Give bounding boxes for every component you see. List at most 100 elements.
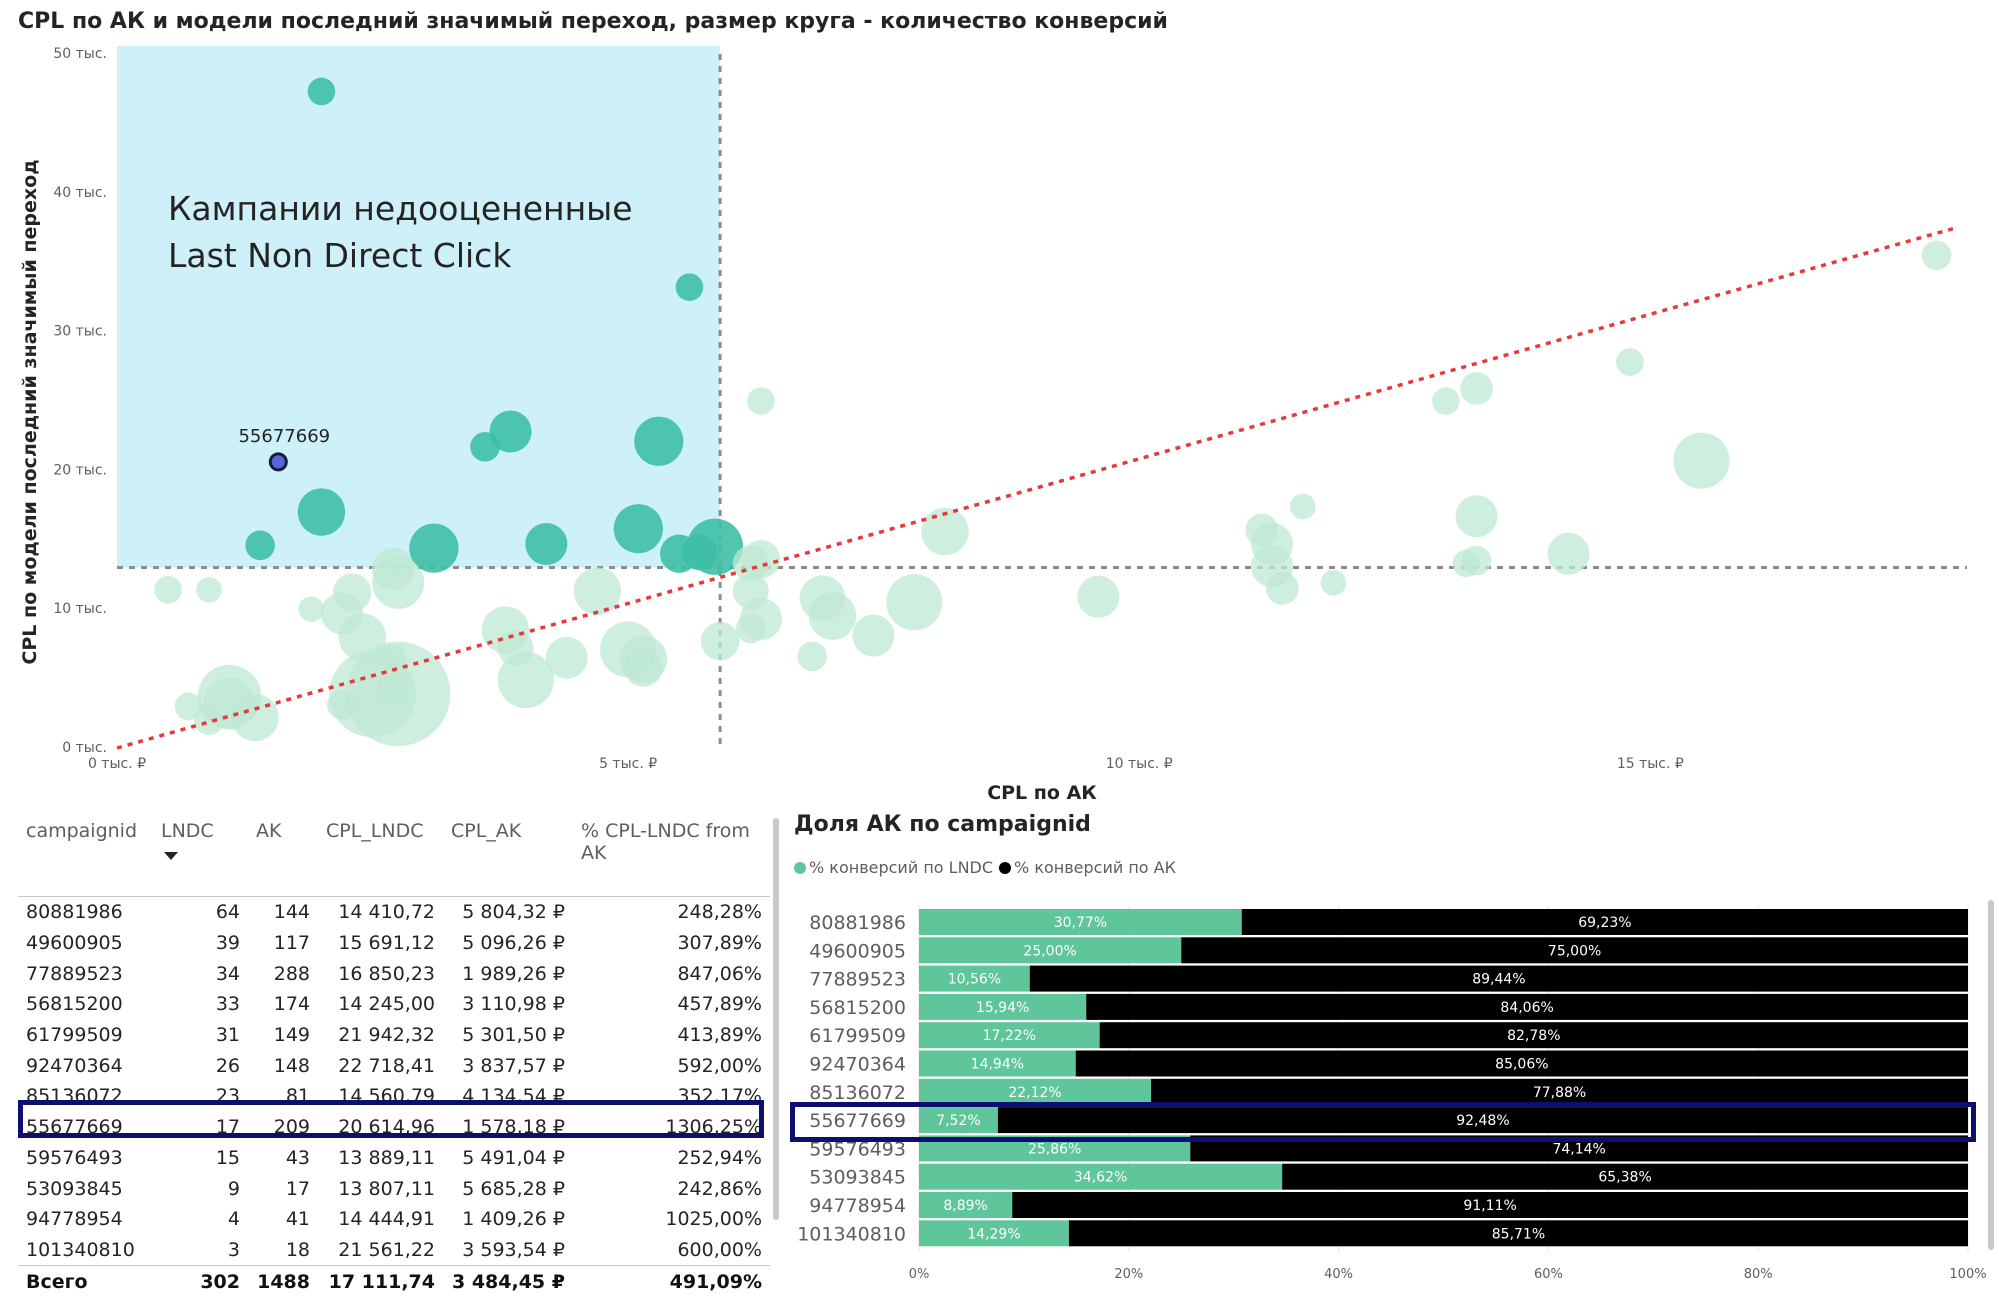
scatter-point[interactable] — [700, 621, 740, 661]
bar-segment-ak[interactable] — [1068, 1220, 1968, 1247]
table-row[interactable]: 56815200 33 174 14 245,00 3 110,98 ₽ 457,89% — [18, 989, 770, 1020]
scatter-point[interactable] — [545, 636, 588, 679]
table-row[interactable]: 49600905 39 117 15 691,12 5 096,26 ₽ 307,89% — [18, 928, 770, 959]
legend-label-ak: % конверсий по АК — [1014, 858, 1176, 877]
scatter-point[interactable] — [797, 641, 827, 672]
bar-segment-ak[interactable] — [1029, 965, 1968, 992]
scatter-point[interactable] — [307, 77, 336, 106]
scatter-point[interactable] — [1460, 372, 1493, 405]
bar-segment-ak[interactable] — [1012, 1192, 1968, 1218]
legend-item-lndc[interactable]: % конверсий по LNDC — [794, 858, 993, 877]
scatter-point[interactable] — [1616, 348, 1644, 376]
scatter-point[interactable] — [886, 574, 943, 631]
scatter-point[interactable] — [196, 576, 222, 603]
bar-segment-lndc[interactable] — [919, 1078, 1152, 1105]
scatter-point[interactable] — [1265, 571, 1299, 605]
undervalued-region — [117, 46, 721, 568]
table-row[interactable]: 61799509 31 149 21 942,32 5 301,50 ₽ 413,89% — [18, 1020, 770, 1051]
bar-segment-lndc[interactable] — [919, 1050, 1076, 1077]
scatter-point[interactable] — [154, 575, 182, 604]
scatter-point[interactable] — [245, 530, 275, 561]
bar-segment-lndc[interactable] — [919, 937, 1182, 964]
scatter-point[interactable] — [1461, 545, 1492, 576]
scatter-point[interactable] — [613, 504, 663, 554]
scatter-point[interactable] — [231, 693, 279, 742]
scatter-point[interactable] — [921, 507, 969, 556]
scatter-point[interactable] — [489, 410, 532, 453]
scatter-point[interactable] — [808, 592, 857, 640]
table-row[interactable]: 92470364 26 148 22 718,41 3 837,57 ₽ 592,00% — [18, 1050, 770, 1081]
bar-segment-ak[interactable] — [997, 1107, 1968, 1134]
scatter-point[interactable] — [1289, 493, 1316, 520]
scatter-point[interactable] — [1077, 575, 1120, 618]
scatter-point[interactable] — [1921, 240, 1952, 271]
scatter-point[interactable] — [735, 613, 766, 644]
scatter-point[interactable] — [741, 540, 781, 579]
table-row[interactable]: 77889523 34 288 16 850,23 1 989,26 ₽ 847,06% — [18, 958, 770, 989]
scatter-point[interactable] — [297, 488, 346, 536]
scatter-point[interactable] — [298, 596, 325, 622]
scatter-point[interactable] — [573, 567, 622, 615]
bar-segment-lndc[interactable] — [919, 1163, 1283, 1190]
scatter-point[interactable] — [747, 387, 775, 415]
bar-segment-ak[interactable] — [1241, 909, 1968, 935]
cell-lndc: 3 — [227, 1238, 240, 1261]
bar-segment-ak[interactable] — [1282, 1163, 1968, 1190]
scatter-point[interactable] — [372, 556, 425, 609]
scatter-point[interactable] — [852, 614, 895, 657]
table-row[interactable]: 55677669 17 209 20 614,96 1 578,18 ₽ 1306,25% — [18, 1112, 770, 1143]
column-header-pct-cpl[interactable]: % CPL-LNDC from AK — [573, 808, 770, 897]
bar-row: 85136072 22,12% 77,88% — [809, 1078, 1968, 1105]
table-row[interactable]: 80881986 64 144 14 410,72 5 804,32 ₽ 248,28% — [18, 897, 770, 928]
scatter-point[interactable] — [634, 416, 684, 466]
column-header-cpl-lndc[interactable]: CPL_LNDC — [318, 808, 443, 897]
cell-cpl-lndc: 14 245,00 — [338, 993, 435, 1016]
bar-segment-ak[interactable] — [1075, 1050, 1968, 1077]
bar-segment-lndc[interactable] — [919, 909, 1242, 935]
column-header-cpl-ak[interactable]: CPL_AK — [443, 808, 573, 897]
scatter-point[interactable] — [1320, 570, 1347, 596]
bar-chart-scrollbar[interactable] — [1988, 900, 1994, 1250]
scatter-point[interactable] — [1432, 387, 1460, 415]
scatter-point[interactable] — [624, 648, 663, 687]
scatter-point[interactable] — [174, 692, 203, 721]
bar-segment-lndc[interactable] — [919, 1022, 1100, 1049]
column-header-campaignid[interactable]: campaignid — [18, 808, 153, 897]
bar-segment-lndc[interactable] — [919, 1192, 1013, 1218]
scatter-point[interactable] — [497, 651, 554, 709]
sort-descending-icon[interactable] — [164, 852, 178, 860]
highlighted-point[interactable] — [268, 452, 288, 472]
bar-segment-ak[interactable] — [1151, 1078, 1968, 1105]
scatter-point[interactable] — [1673, 432, 1730, 489]
column-header-lndc[interactable]: LNDC — [153, 808, 248, 897]
bar-segment-lndc[interactable] — [919, 1220, 1069, 1247]
bar-segment-lndc[interactable] — [919, 1107, 998, 1134]
table-row[interactable]: 101340810 3 18 21 561,22 3 593,54 ₽ 600,00% — [18, 1235, 770, 1266]
table-scrollbar[interactable] — [773, 818, 779, 1220]
cell-pct-cpl: 242,86% — [677, 1177, 762, 1200]
scatter-point[interactable] — [686, 518, 744, 575]
legend-dot-lndc — [794, 861, 806, 874]
table-row[interactable]: 59576493 15 43 13 889,11 5 491,04 ₽ 252,94% — [18, 1143, 770, 1174]
bar-segment-ak[interactable] — [1181, 937, 1968, 964]
bar-segment-ak[interactable] — [1099, 1022, 1968, 1049]
table-row[interactable]: 94778954 4 41 14 444,91 1 409,26 ₽ 1025,00% — [18, 1204, 770, 1235]
scatter-point[interactable] — [409, 523, 459, 573]
scatter-point[interactable] — [194, 705, 224, 736]
scatter-point[interactable] — [525, 522, 568, 565]
column-header-ak[interactable]: AK — [248, 808, 318, 897]
scatter-point[interactable] — [675, 273, 704, 301]
bar-row: 61799509 17,22% 82,78% — [809, 1022, 1968, 1049]
cell-campaignid: 61799509 — [26, 1024, 123, 1047]
bar-segment-ak[interactable] — [1086, 993, 1968, 1020]
scatter-point[interactable] — [1547, 532, 1590, 575]
scatter-point[interactable] — [1455, 495, 1498, 538]
scatter-point[interactable] — [470, 432, 500, 462]
bar-segment-lndc[interactable] — [919, 993, 1087, 1020]
table-total-row: Всего 302 1488 17 111,74 3 484,45 ₽ 491,… — [18, 1265, 770, 1297]
legend-item-ak[interactable]: % конверсий по АК — [999, 858, 1176, 877]
table-row[interactable]: 53093845 9 17 13 807,11 5 685,28 ₽ 242,86% — [18, 1173, 770, 1204]
scatter-point[interactable] — [376, 673, 410, 707]
bar-segment-lndc[interactable] — [919, 965, 1030, 992]
cell-ak: 288 — [273, 962, 310, 985]
